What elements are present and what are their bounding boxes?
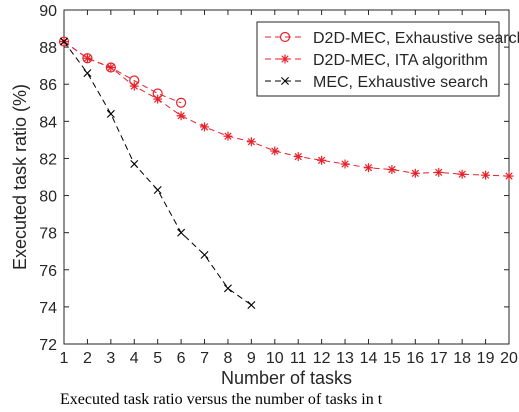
x-tick-label: 12 <box>313 350 331 367</box>
y-tick-label: 86 <box>39 77 57 94</box>
data-point <box>82 53 92 63</box>
data-point <box>200 122 210 132</box>
data-point <box>177 228 186 237</box>
legend-item: D2D-MEC, Exhaustive search <box>265 30 519 47</box>
legend-marker <box>280 54 290 64</box>
x-axis-label: Number of tasks <box>221 368 352 388</box>
data-point <box>200 250 209 259</box>
x-tick-label: 13 <box>336 350 354 367</box>
x-tick-label: 1 <box>60 350 69 367</box>
legend: D2D-MEC, Exhaustive search D2D-MEC, ITA a… <box>256 21 519 97</box>
x-tick-label: 6 <box>177 350 186 367</box>
data-point <box>83 69 92 78</box>
x-tick-label: 20 <box>500 350 518 367</box>
data-point <box>410 168 420 178</box>
data-point <box>129 81 139 91</box>
legend-marker <box>281 77 289 85</box>
series-layer <box>58 36 514 310</box>
x-tick-label: 5 <box>153 350 162 367</box>
y-tick-label: 84 <box>39 114 57 131</box>
data-point <box>223 284 232 293</box>
x-tick-label: 17 <box>430 350 448 367</box>
data-point <box>176 97 187 108</box>
data-point <box>106 63 116 73</box>
data-point <box>130 160 139 169</box>
data-point <box>317 155 327 165</box>
data-point <box>246 137 256 147</box>
data-point <box>106 109 115 118</box>
figure-caption: Executed task ratio versus the number of… <box>60 391 383 408</box>
y-axis-label: Executed task ratio (%) <box>10 84 30 270</box>
legend-label: D2D-MEC, Exhaustive search <box>313 30 519 47</box>
y-tick-label: 76 <box>39 263 57 280</box>
legend-item: D2D-MEC, ITA algorithm <box>265 52 488 69</box>
data-point <box>153 94 163 104</box>
data-point <box>60 37 68 46</box>
y-tick-label: 90 <box>39 3 57 20</box>
y-tick-label: 88 <box>39 40 57 57</box>
x-tick-label: 7 <box>200 350 209 367</box>
legend-label: D2D-MEC, ITA algorithm <box>313 52 488 69</box>
x-tick-label: 15 <box>383 350 401 367</box>
y-tick-label: 82 <box>39 151 57 168</box>
x-tick-label: 19 <box>477 350 495 367</box>
y-tick-label: 78 <box>39 226 57 243</box>
y-tick-label: 74 <box>39 300 57 317</box>
legend-marker <box>279 31 291 43</box>
data-point <box>270 146 280 156</box>
x-tick-label: 3 <box>106 350 115 367</box>
x-tick-label: 10 <box>266 350 284 367</box>
data-point <box>340 159 350 169</box>
data-point <box>293 152 303 162</box>
series-2 <box>60 37 256 310</box>
x-tick-label: 11 <box>290 350 307 367</box>
data-point <box>387 165 397 175</box>
legend-label: MEC, Exhaustive search <box>313 74 488 91</box>
x-tick-label: 4 <box>130 350 139 367</box>
x-tick-label: 8 <box>223 350 232 367</box>
data-point <box>176 111 186 121</box>
legend-item: MEC, Exhaustive search <box>265 74 488 91</box>
x-tick-label: 18 <box>453 350 471 367</box>
x-tick-label: 14 <box>360 350 378 367</box>
x-tick-label: 16 <box>406 350 424 367</box>
data-point <box>247 301 256 310</box>
data-point <box>223 131 233 141</box>
x-tick-label: 9 <box>247 350 256 367</box>
series-1 <box>59 37 514 181</box>
data-point <box>504 171 514 181</box>
y-tick-label: 80 <box>39 189 57 206</box>
x-tick-label: 2 <box>83 350 92 367</box>
y-axis: 72 74 76 78 80 82 84 86 88 90 <box>39 3 509 354</box>
data-point <box>153 185 162 194</box>
series-line <box>63 41 252 306</box>
x-axis: 1 2 3 4 5 6 7 8 9 10 11 12 13 14 15 16 17 18 19 20 <box>60 10 518 367</box>
y-tick-label: 72 <box>39 337 57 354</box>
data-point <box>457 169 467 179</box>
data-point <box>434 167 444 177</box>
data-point <box>481 170 491 180</box>
data-point <box>363 163 373 173</box>
